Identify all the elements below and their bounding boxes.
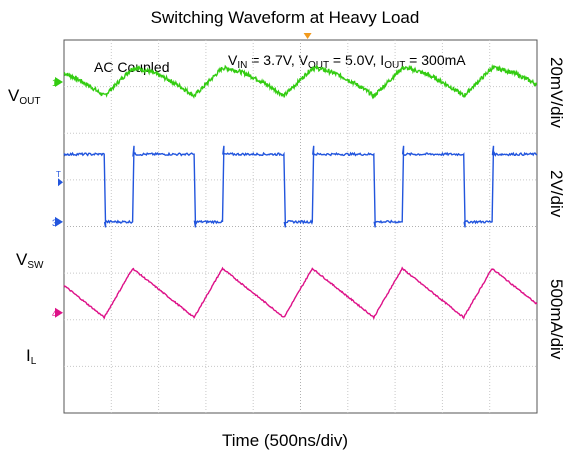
glitch-marker-label: T [56, 170, 61, 179]
trigger-marker [303, 33, 312, 39]
glitch-marker-arrow [58, 178, 63, 187]
vout-cond-label: V [298, 52, 308, 68]
plot-traces [63, 63, 538, 321]
channel-marker-number: 3 [52, 218, 57, 228]
il-trace [63, 266, 538, 321]
iout-label: I [380, 52, 385, 68]
x-axis-label: Time (500ns/div) [222, 431, 348, 450]
channel-marker-number: 1 [52, 78, 57, 88]
vsw-trace [63, 145, 538, 228]
channel-marker-arrow [55, 216, 63, 227]
plot-grid [64, 40, 537, 413]
iout-value: = 300mA [405, 52, 466, 68]
channel-marker-arrow [55, 76, 63, 87]
vout-channel-label: VOUT [8, 86, 41, 107]
vout-cond-sub: OUT [307, 60, 330, 71]
channel-marker-arrow [55, 307, 63, 318]
vout-trace [63, 63, 538, 100]
vout-cond-value: = 5.0V, [329, 52, 381, 68]
vin-value: = 3.7V, [247, 52, 299, 68]
chart-title: Switching Waveform at Heavy Load [150, 8, 420, 27]
operating-conditions: VIN = 3.7V, VOUT = 5.0V, IOUT = 300mA [228, 52, 466, 71]
vsw-channel-label: VSW [16, 250, 44, 271]
channel-4-marker: 4 [52, 307, 63, 319]
iout-sub: OUT [384, 60, 406, 71]
vin-label: V [228, 52, 238, 68]
channel-marker-number: 4 [52, 309, 57, 319]
il-channel-label: IL [26, 346, 37, 367]
channel-3-marker: 3 [52, 216, 63, 228]
channel-1-marker: 1 [52, 76, 63, 88]
plot-markers: 1 3 4 T [52, 33, 312, 319]
vin-sub: IN [237, 60, 248, 71]
